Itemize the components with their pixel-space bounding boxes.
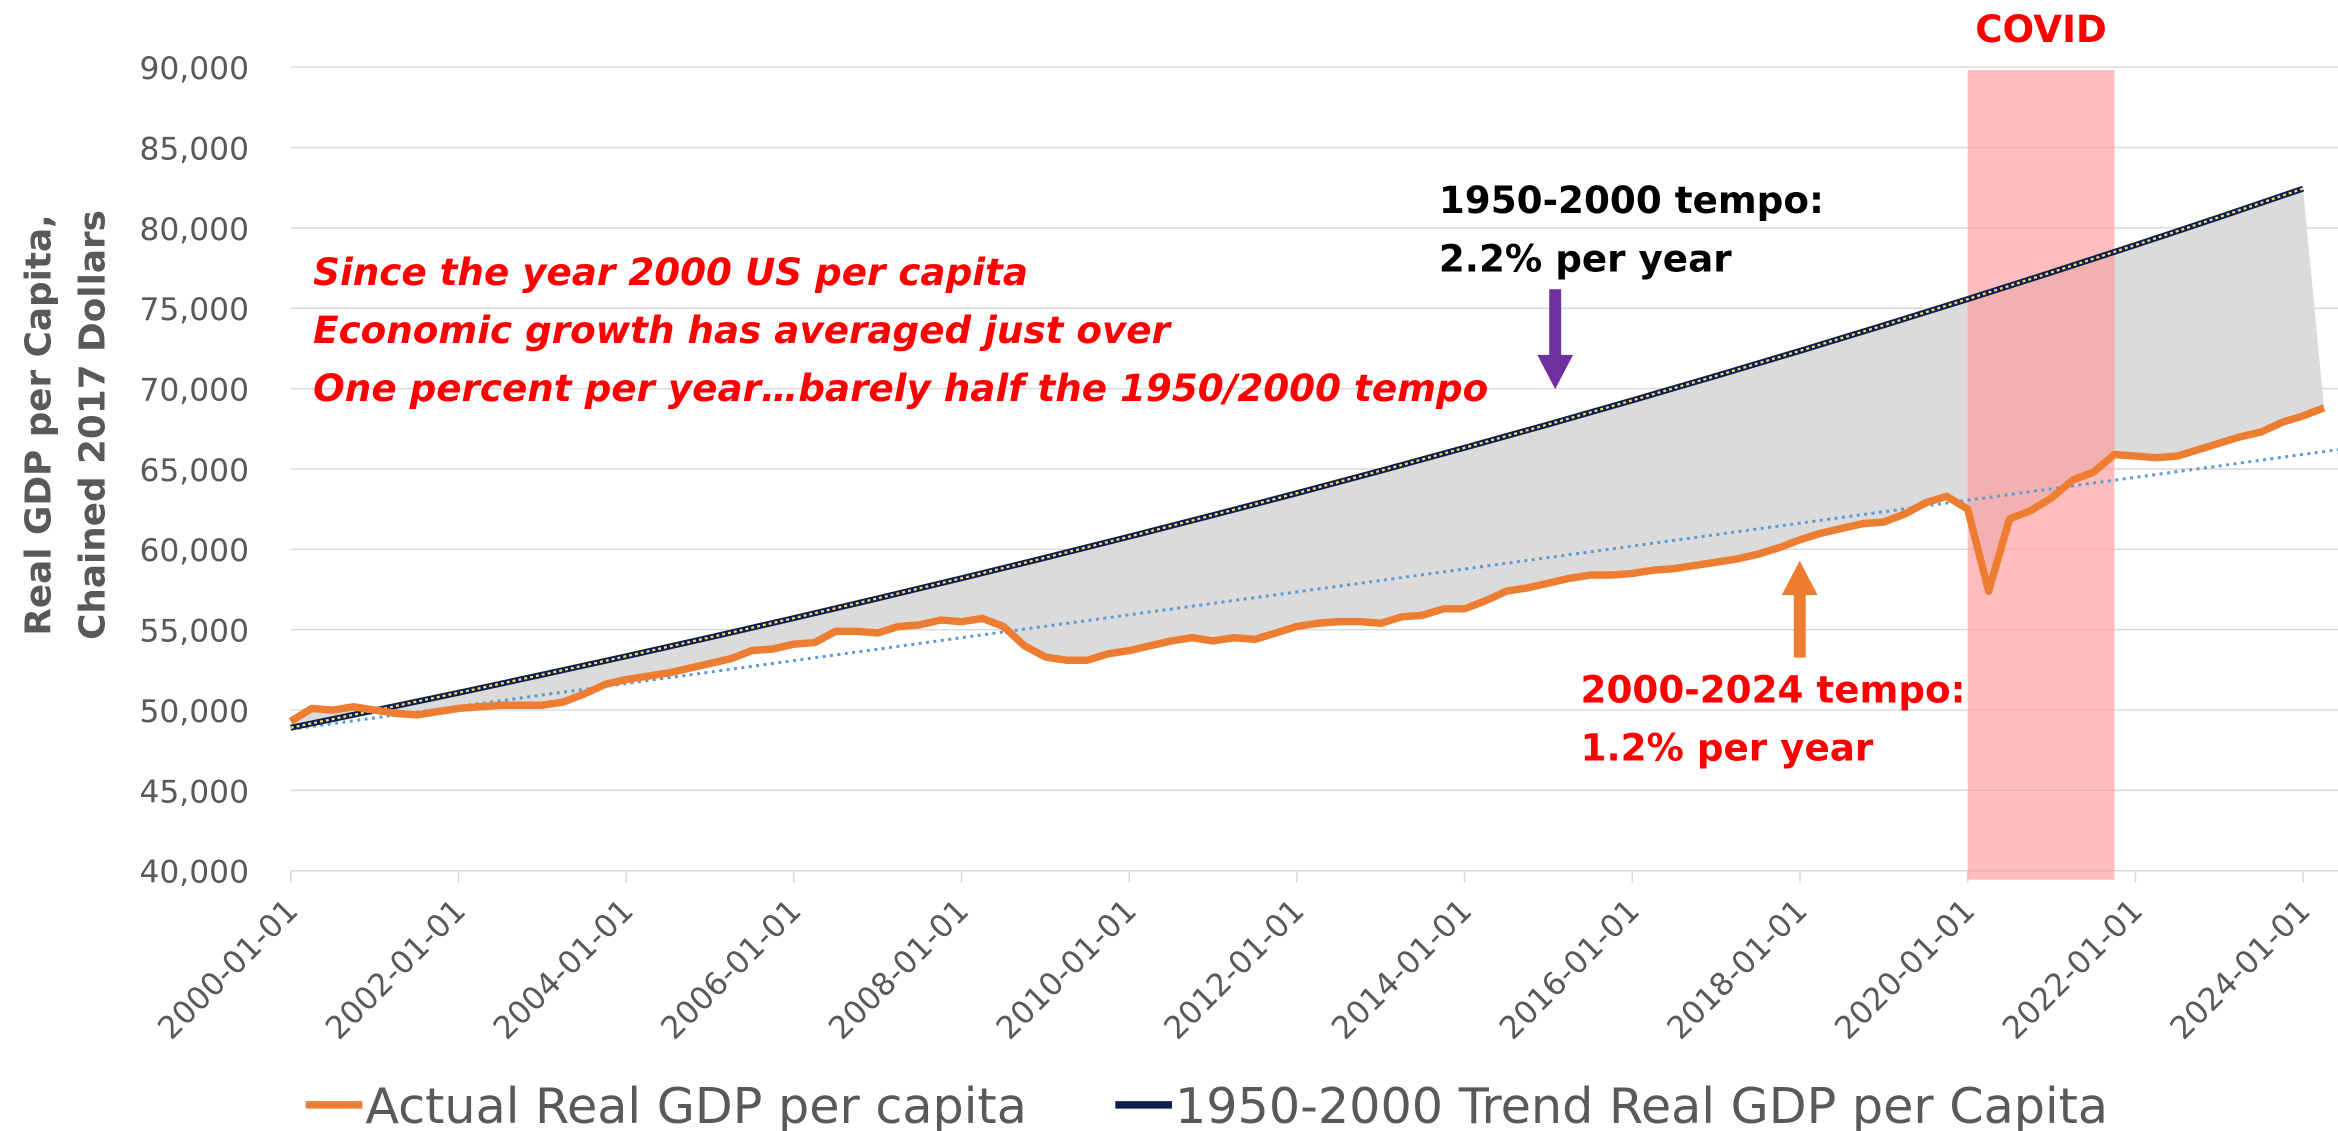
x-tick-label: 2002-01-01 xyxy=(319,893,473,1047)
y-tick-label: 60,000 xyxy=(139,533,249,569)
series-line xyxy=(288,404,2326,725)
y-tick-label: 45,000 xyxy=(139,774,249,810)
trendline xyxy=(290,448,2338,731)
annotation: Economic growth has averaged just over xyxy=(313,308,1172,352)
x-tick-label: 2008-01-01 xyxy=(822,893,976,1047)
annotation: 1.2% per year xyxy=(1581,725,1874,769)
legend-label: Actual Real GDP per capita xyxy=(365,1077,1027,1131)
x-tick-label: 2024-01-01 xyxy=(2164,893,2318,1047)
y-tick-label: 65,000 xyxy=(139,453,249,489)
annotation: One percent per year…barely half the 195… xyxy=(313,366,1488,410)
x-tick-label: 2000-01-01 xyxy=(151,893,305,1047)
annotation: 1950-2000 tempo: xyxy=(1439,178,1824,222)
arrow-head xyxy=(1537,354,1574,390)
y-tick-label: 50,000 xyxy=(139,694,249,730)
x-tick-label: 2016-01-01 xyxy=(1493,893,1647,1047)
y-tick-label: 55,000 xyxy=(139,614,249,650)
arrow-head xyxy=(1781,560,1818,595)
x-tick-label: 2004-01-01 xyxy=(487,893,641,1047)
series-line-highlight xyxy=(290,187,2304,729)
x-tick-label: 2020-01-01 xyxy=(1828,893,1982,1047)
x-tick-label: 2012-01-01 xyxy=(1157,893,1311,1047)
plot-layer: COVID xyxy=(288,7,2338,880)
x-tick-label: 2010-01-01 xyxy=(990,893,1144,1047)
shaded-period-label: COVID xyxy=(1975,7,2107,51)
y-tick-label: 75,000 xyxy=(139,292,249,328)
y-tick-label: 85,000 xyxy=(139,131,249,167)
y-tick-label: 70,000 xyxy=(139,373,249,409)
y-tick-label: 40,000 xyxy=(139,855,249,891)
annotation: 2.2% per year xyxy=(1439,236,1732,280)
y-axis-title: Chained 2017 Dollars xyxy=(72,210,113,640)
legend: Actual Real GDP per capita 1950-2000 Tren… xyxy=(305,1077,2108,1131)
y-axis-title: Real GDP per Capita, xyxy=(19,214,60,635)
y-tick-label: 80,000 xyxy=(139,212,249,248)
annotation: Since the year 2000 US per capita xyxy=(313,250,1028,294)
x-tick-label: 2006-01-01 xyxy=(654,893,808,1047)
annotation: 2000-2024 tempo: xyxy=(1581,667,1966,711)
y-tick-label: 90,000 xyxy=(139,51,249,87)
x-tick-label: 2018-01-01 xyxy=(1661,893,1815,1047)
x-tick-label: 2022-01-01 xyxy=(1996,893,2150,1047)
gap-area xyxy=(290,188,2325,728)
legend-label: 1950-2000 Trend Real GDP per Capita xyxy=(1175,1077,2108,1131)
x-tick-label: 2014-01-01 xyxy=(1325,893,1479,1047)
